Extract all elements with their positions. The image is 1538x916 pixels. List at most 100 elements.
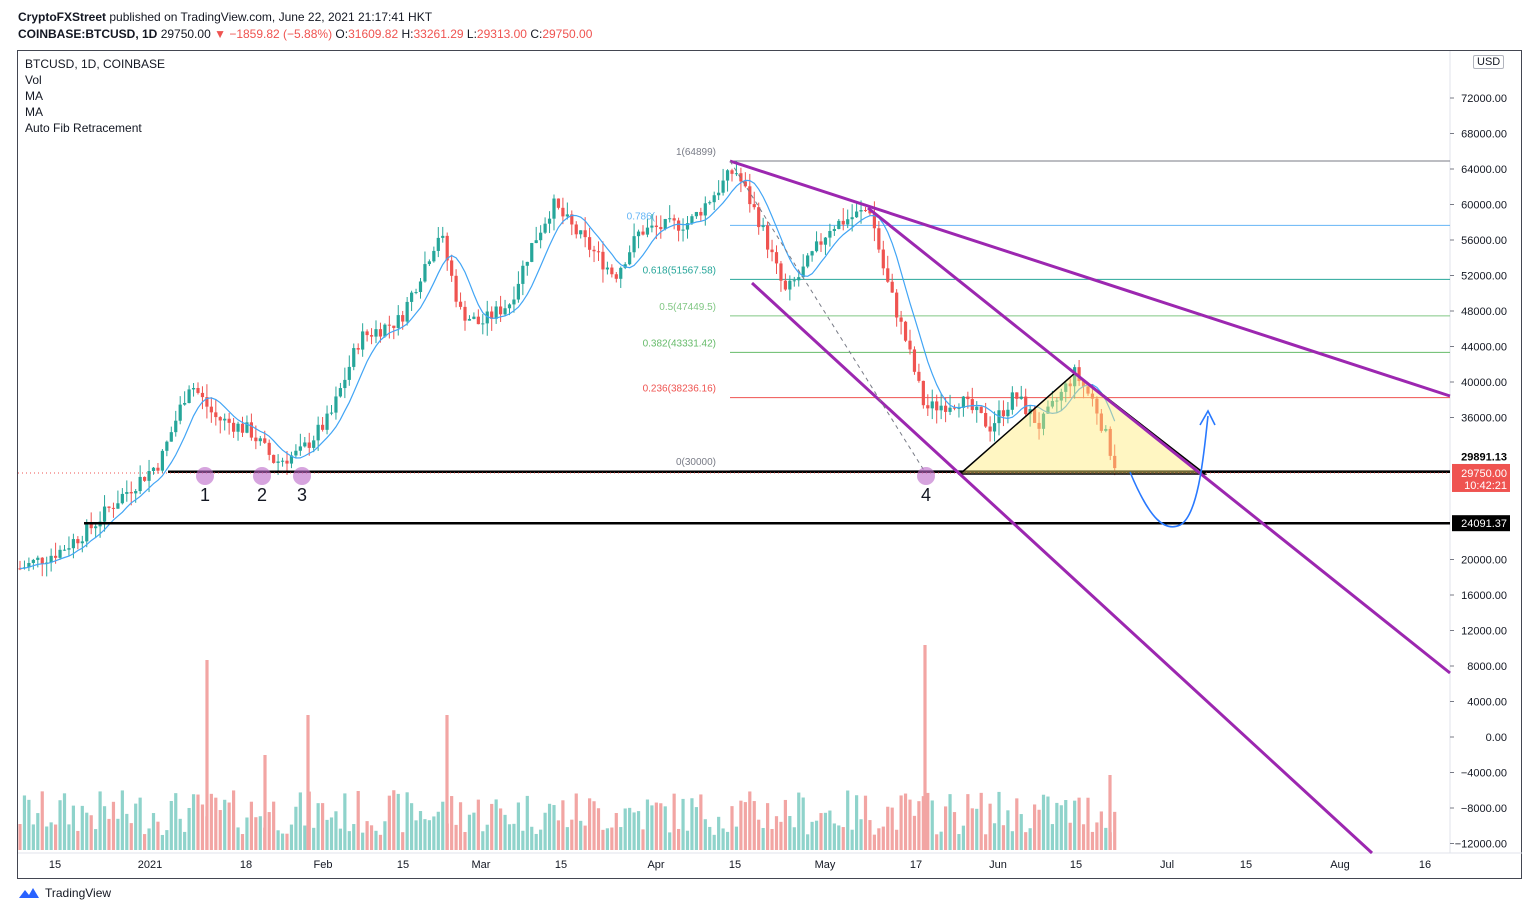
volume-bar (143, 834, 147, 850)
candle-body (1015, 392, 1019, 399)
candle-body (690, 216, 694, 224)
volume-bar (267, 812, 271, 850)
time-tick-label: 17 (910, 859, 922, 871)
candle-body (147, 471, 151, 481)
volume-bar (930, 800, 934, 850)
candle-body (614, 274, 618, 279)
currency-badge[interactable]: USD (1473, 55, 1505, 69)
brand-name: TradingView (45, 886, 112, 900)
legend-ma-1[interactable]: MA (25, 89, 43, 103)
candle-body (757, 207, 761, 228)
volume-bar (654, 802, 658, 850)
volume-bar (681, 798, 685, 850)
volume-bar (485, 824, 489, 850)
volume-bar (258, 816, 262, 850)
candle-body (1086, 386, 1090, 394)
volume-bar (1028, 828, 1032, 850)
legend-fib[interactable]: Auto Fib Retracement (25, 121, 142, 135)
volume-bar (138, 797, 142, 850)
candle-body (966, 396, 970, 400)
volume-bar (294, 806, 298, 850)
volume-bar (1099, 811, 1103, 850)
volume-bar (628, 807, 632, 850)
volume-bar (338, 828, 342, 850)
candle-body (432, 250, 436, 262)
candle-body (583, 230, 587, 238)
candle-body (895, 292, 899, 318)
price-tick-label: 16000.00 (1461, 590, 1507, 602)
volume-bar (708, 826, 712, 850)
candle-body (930, 401, 934, 409)
candle-body (343, 379, 347, 389)
volume-bar (298, 792, 302, 850)
candle-body (516, 283, 520, 300)
volume-bar (418, 811, 423, 850)
volume-bar (766, 803, 770, 850)
volume-bar (783, 799, 787, 850)
candle-body (743, 181, 747, 187)
candle-body (774, 252, 779, 264)
candle-body (369, 335, 374, 337)
volume-bar (939, 831, 943, 850)
candle-body (1001, 410, 1006, 417)
volume-bar (975, 808, 979, 850)
volume-bar (303, 825, 307, 850)
volume-bar (160, 834, 164, 850)
projection-arrow (1129, 415, 1209, 528)
touch-marker (293, 467, 311, 485)
candle-body (708, 202, 712, 204)
candle-body (62, 549, 67, 551)
candle-body (1041, 413, 1046, 429)
volume-bar (62, 793, 67, 850)
candle-body (988, 426, 992, 432)
candle-body (748, 186, 752, 205)
candle-body (254, 437, 258, 442)
volume-bar (1073, 800, 1077, 850)
volume-bar (806, 834, 810, 850)
volume-bar (191, 794, 196, 850)
volume-bar (677, 828, 681, 850)
candle-body (200, 392, 205, 398)
candle-body (178, 404, 182, 421)
volume-bar (125, 813, 129, 850)
time-tick-label: May (815, 859, 836, 871)
legend-vol[interactable]: Vol (25, 73, 42, 87)
candle-body (636, 231, 641, 237)
volume-bar (868, 820, 872, 850)
candle-body (445, 235, 449, 261)
candle-body (258, 438, 262, 442)
candle-body (276, 461, 280, 463)
volume-spike (923, 645, 927, 850)
candle-body (102, 506, 107, 522)
candle-body (859, 210, 863, 212)
channel-lower-line (750, 281, 1374, 855)
volume-bar (855, 795, 859, 850)
candle-body (303, 442, 307, 447)
volume-bar (547, 803, 552, 850)
volume-bar (903, 793, 908, 850)
candle-body (396, 315, 400, 328)
volume-bar (1090, 831, 1095, 850)
volume-bar (690, 798, 694, 850)
volume-bar (895, 829, 899, 850)
time-tick-label: Apr (647, 859, 664, 871)
volume-bar (169, 800, 173, 850)
candle-body (525, 261, 529, 266)
fib-level-label: 0.618(51567.58) (643, 265, 716, 276)
volume-bar (881, 826, 885, 850)
time-tick-label: 2021 (138, 859, 162, 871)
candle-body (401, 315, 405, 322)
candle-body (970, 399, 974, 411)
low-value: 29313.00 (476, 27, 527, 41)
touch-marker-label: 1 (200, 485, 210, 505)
legend-title[interactable]: BTCUSD, 1D, COINBASE (25, 57, 166, 71)
tradingview-logo[interactable]: TradingView (18, 886, 111, 900)
candle-body (921, 380, 925, 406)
candle-body (463, 306, 467, 321)
volume-bar (272, 801, 276, 850)
legend-ma-2[interactable]: MA (25, 105, 43, 119)
price-tick-label: −4000.00 (1461, 768, 1507, 780)
volume-bar (58, 800, 62, 850)
candle-body (1068, 383, 1072, 387)
